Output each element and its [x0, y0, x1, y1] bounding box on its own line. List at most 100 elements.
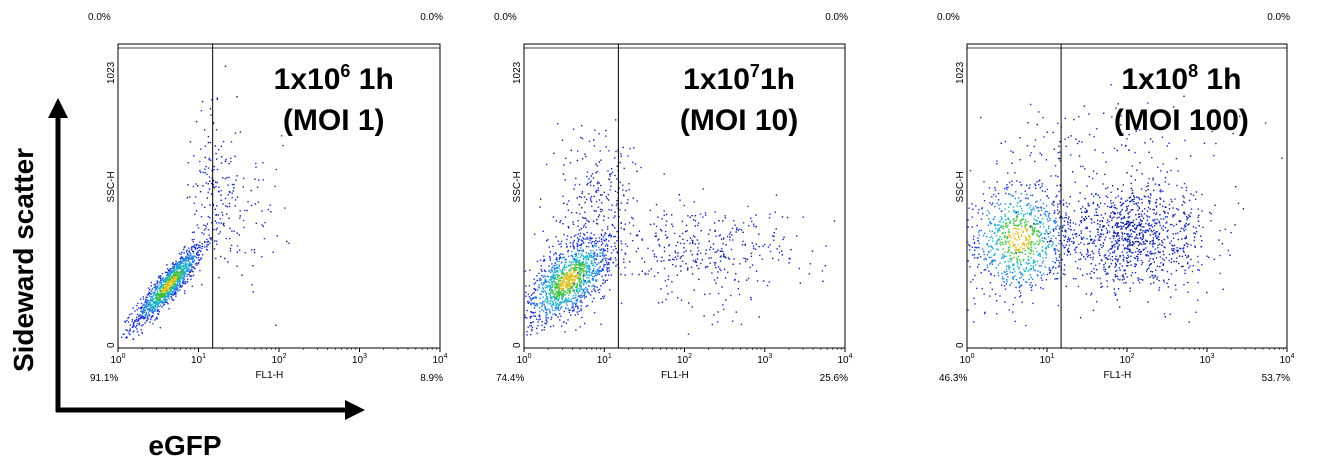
event-dot	[579, 235, 581, 237]
event-dot	[596, 263, 598, 266]
event-dot	[581, 254, 583, 256]
event-dot	[1148, 267, 1150, 269]
event-dot	[592, 262, 594, 265]
event-dot	[1166, 216, 1168, 218]
event-dot	[1163, 279, 1165, 281]
event-dot	[180, 256, 182, 258]
event-dot	[1029, 284, 1031, 286]
event-dot	[691, 239, 693, 241]
event-dot	[172, 287, 174, 289]
event-dot	[740, 323, 743, 326]
event-dot	[577, 264, 579, 266]
event-dot	[1002, 225, 1005, 227]
event-dot	[192, 274, 195, 276]
event-dot	[986, 264, 988, 266]
event-dot	[1025, 324, 1027, 327]
event-dot	[586, 270, 588, 272]
event-dot	[1037, 223, 1039, 225]
event-dot	[567, 283, 569, 285]
event-dot	[1015, 224, 1017, 226]
event-dot	[610, 252, 613, 254]
event-dot	[572, 304, 574, 306]
event-dot	[988, 270, 990, 272]
event-dot	[191, 248, 193, 250]
event-dot	[549, 271, 552, 273]
event-dot	[1026, 238, 1029, 241]
event-dot	[1034, 205, 1037, 207]
event-dot	[558, 298, 560, 300]
quadrant-top-right: 0.0%	[420, 12, 443, 23]
event-dot	[590, 252, 592, 254]
event-dot	[1065, 285, 1067, 288]
event-dot	[195, 244, 198, 247]
event-dot	[1020, 234, 1023, 236]
event-dot	[1119, 256, 1121, 258]
event-dot	[187, 258, 190, 260]
event-dot	[124, 320, 126, 322]
event-dot	[1031, 194, 1034, 197]
y-tick-label: 0	[512, 342, 523, 348]
event-dot	[600, 234, 603, 237]
event-dot	[1017, 202, 1019, 204]
event-dot	[1025, 228, 1027, 231]
event-dot	[1005, 223, 1007, 225]
event-dot	[589, 254, 591, 257]
event-dot	[1020, 200, 1022, 202]
event-dot	[193, 246, 196, 249]
event-dot	[163, 303, 166, 305]
event-dot	[1046, 195, 1048, 197]
event-dot	[1024, 270, 1027, 273]
event-dot	[603, 215, 605, 217]
event-dot	[168, 293, 170, 295]
event-dot	[592, 253, 595, 255]
event-dot	[716, 251, 718, 253]
event-dot	[138, 317, 141, 320]
event-dot	[1067, 251, 1070, 253]
event-dot	[1058, 254, 1061, 256]
event-dot	[706, 265, 709, 268]
event-dot	[1029, 225, 1031, 228]
event-dot	[679, 235, 681, 237]
event-dot	[158, 293, 161, 295]
event-dot	[587, 277, 590, 279]
event-dot	[586, 290, 588, 292]
event-dot	[731, 227, 734, 230]
event-dot	[166, 284, 168, 286]
event-dot	[599, 252, 601, 254]
quadrant-top-left: 0.0%	[494, 12, 517, 23]
event-dot	[560, 293, 562, 295]
event-dot	[730, 248, 733, 251]
event-dot	[597, 216, 600, 218]
event-dot	[1030, 242, 1032, 244]
event-dot	[1007, 240, 1009, 243]
event-dot	[150, 318, 152, 321]
event-dot	[158, 284, 160, 286]
event-dot	[736, 227, 738, 229]
event-dot	[125, 337, 127, 339]
event-dot	[686, 239, 689, 242]
event-dot	[224, 160, 227, 162]
event-dot	[1067, 236, 1070, 239]
event-dot	[533, 307, 536, 309]
event-dot	[541, 306, 543, 308]
event-dot	[993, 254, 995, 256]
event-dot	[573, 302, 576, 304]
event-dot	[588, 270, 591, 273]
event-dot	[1172, 216, 1174, 218]
event-dot	[163, 290, 165, 292]
event-dot	[166, 264, 168, 266]
event-dot	[1139, 234, 1141, 236]
event-dot	[143, 307, 146, 309]
event-dot	[1084, 219, 1086, 221]
event-dot	[1118, 216, 1120, 218]
event-dot	[571, 310, 574, 312]
event-dot	[1011, 252, 1013, 254]
event-dot	[1058, 259, 1060, 262]
event-dot	[1029, 243, 1031, 245]
event-dot	[153, 293, 156, 296]
event-dot	[589, 239, 591, 241]
event-dot	[562, 292, 564, 294]
event-dot	[178, 266, 180, 268]
event-dot	[1145, 229, 1148, 232]
